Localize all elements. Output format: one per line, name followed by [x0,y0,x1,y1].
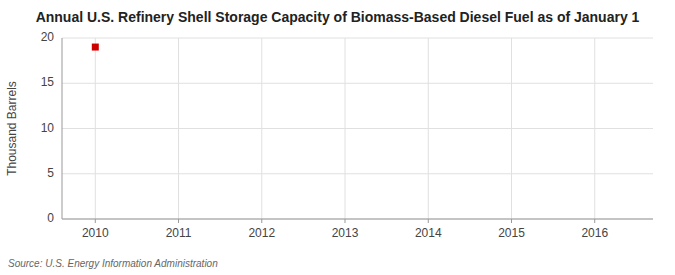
source-note: Source: U.S. Energy Information Administ… [8,258,218,269]
grid-line [62,38,653,39]
grid-line [594,38,595,219]
grid-line [428,38,429,219]
tick-label: 2016 [581,226,608,240]
tick-label: 0 [47,211,54,225]
grid-line [95,38,96,219]
tick-label: 20 [41,30,55,44]
grid-line [178,38,179,219]
chart-container: 0 5 10 15 20 2010 2011 2012 2013 2014 2015 2016 Thou… [0,0,675,275]
grid-line [62,83,653,84]
tick-mark [95,219,96,223]
tick-label: 10 [41,121,55,135]
tick-label: 15 [41,75,55,89]
tick-label: 2010 [82,226,109,240]
grid-line [62,219,653,220]
axes: 0 5 10 15 20 2010 2011 2012 2013 2014 2015 2016 [41,30,653,240]
grid [62,38,653,219]
tick-mark [345,219,346,223]
x-axis-line [62,219,653,220]
tick-mark [594,219,595,223]
chart: 0 5 10 15 20 2010 2011 2012 2013 2014 2015 2016 Thou… [0,0,675,275]
tick-label: 5 [47,166,54,180]
data-point [92,44,99,51]
tick-label: 2013 [332,226,359,240]
grid-line [261,38,262,219]
data-marks [92,44,99,51]
y-axis-label: Thousand Barrels [5,81,19,176]
tick-mark [178,219,179,223]
tick-label: 2015 [498,226,525,240]
tick-mark [511,219,512,223]
tick-label: 2011 [166,226,192,240]
grid-line [62,128,653,129]
grid-line [511,38,512,219]
tick-mark [428,219,429,223]
title: Annual U.S. Refinery Shell Storage Capac… [36,9,640,25]
y-axis-line [62,38,63,219]
grid-line [345,38,346,219]
grid-line [62,173,653,174]
tick-label: 2012 [248,226,275,240]
tick-label: 2014 [415,226,442,240]
tick-mark [261,219,262,223]
